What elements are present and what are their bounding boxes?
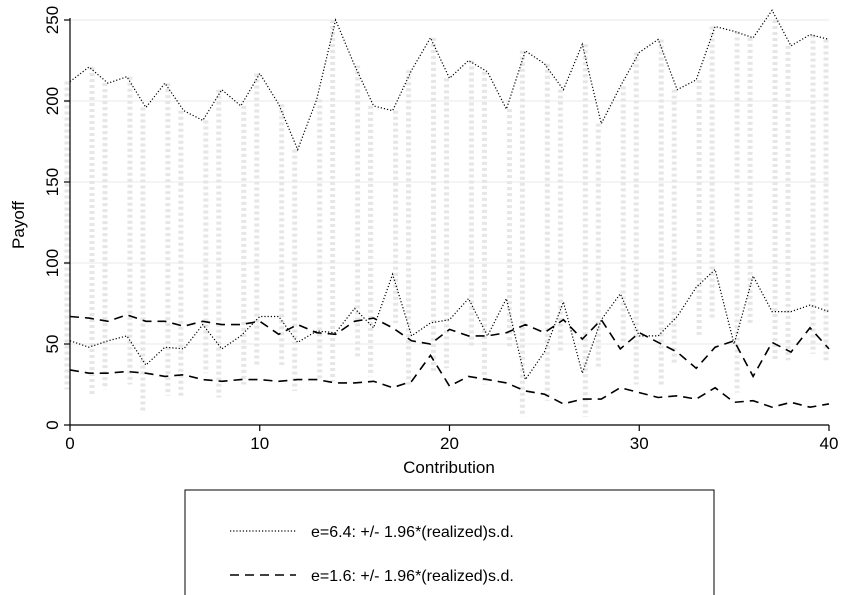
series-lines	[69, 9, 830, 409]
legend-label-e16: e=1.6: +/- 1.96*(realized)s.d.	[311, 568, 514, 585]
legend-box	[184, 489, 715, 595]
legend: e=6.4: +/- 1.96*(realized)s.d. e=1.6: +/…	[184, 489, 715, 595]
y-tick-label-0: 0	[43, 420, 62, 429]
y-tick-label-250: 250	[43, 6, 62, 34]
x-tick-label-30: 30	[630, 434, 649, 453]
series-1-lower-line	[69, 353, 830, 409]
y-tick-label-200: 200	[43, 87, 62, 115]
x-tick-label-10: 10	[250, 434, 269, 453]
scatter-points	[64, 20, 829, 417]
series-1-upper-line	[69, 313, 830, 379]
legend-label-e64: e=6.4: +/- 1.96*(realized)s.d.	[311, 524, 514, 541]
x-tick-label-40: 40	[820, 434, 839, 453]
x-tick-label-20: 20	[440, 434, 459, 453]
series-0-upper-line	[69, 9, 830, 152]
gridlines	[70, 19, 829, 345]
y-axis-title: Payoff	[9, 201, 28, 249]
axes: 0 50 100 150 200 250 0 10 20 30 40	[43, 6, 838, 453]
x-tick-label-0: 0	[65, 434, 74, 453]
series-0-lower-line	[69, 268, 830, 382]
y-tick-label-150: 150	[43, 168, 62, 196]
y-tick-label-50: 50	[43, 335, 62, 354]
x-axis-title: Contribution	[403, 458, 495, 477]
y-tick-label-100: 100	[43, 249, 62, 277]
